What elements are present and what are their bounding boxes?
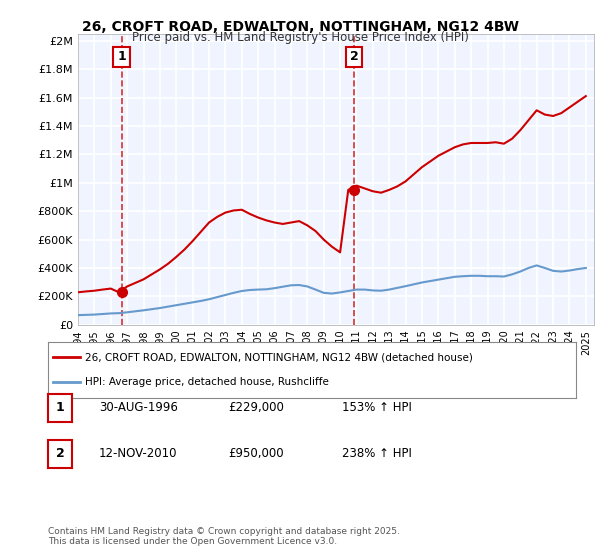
Text: 2: 2 [56, 447, 64, 460]
Text: 1: 1 [56, 401, 64, 414]
Text: £950,000: £950,000 [228, 447, 284, 460]
Text: 26, CROFT ROAD, EDWALTON, NOTTINGHAM, NG12 4BW (detached house): 26, CROFT ROAD, EDWALTON, NOTTINGHAM, NG… [85, 352, 473, 362]
Text: 238% ↑ HPI: 238% ↑ HPI [342, 447, 412, 460]
Text: 12-NOV-2010: 12-NOV-2010 [99, 447, 178, 460]
Text: HPI: Average price, detached house, Rushcliffe: HPI: Average price, detached house, Rush… [85, 377, 329, 387]
Text: 2: 2 [350, 50, 359, 63]
Text: Price paid vs. HM Land Registry's House Price Index (HPI): Price paid vs. HM Land Registry's House … [131, 31, 469, 44]
Text: 30-AUG-1996: 30-AUG-1996 [99, 401, 178, 414]
Text: 1: 1 [117, 50, 126, 63]
Text: 153% ↑ HPI: 153% ↑ HPI [342, 401, 412, 414]
Text: 26, CROFT ROAD, EDWALTON, NOTTINGHAM, NG12 4BW: 26, CROFT ROAD, EDWALTON, NOTTINGHAM, NG… [82, 20, 518, 34]
Text: £229,000: £229,000 [228, 401, 284, 414]
Text: Contains HM Land Registry data © Crown copyright and database right 2025.
This d: Contains HM Land Registry data © Crown c… [48, 526, 400, 546]
